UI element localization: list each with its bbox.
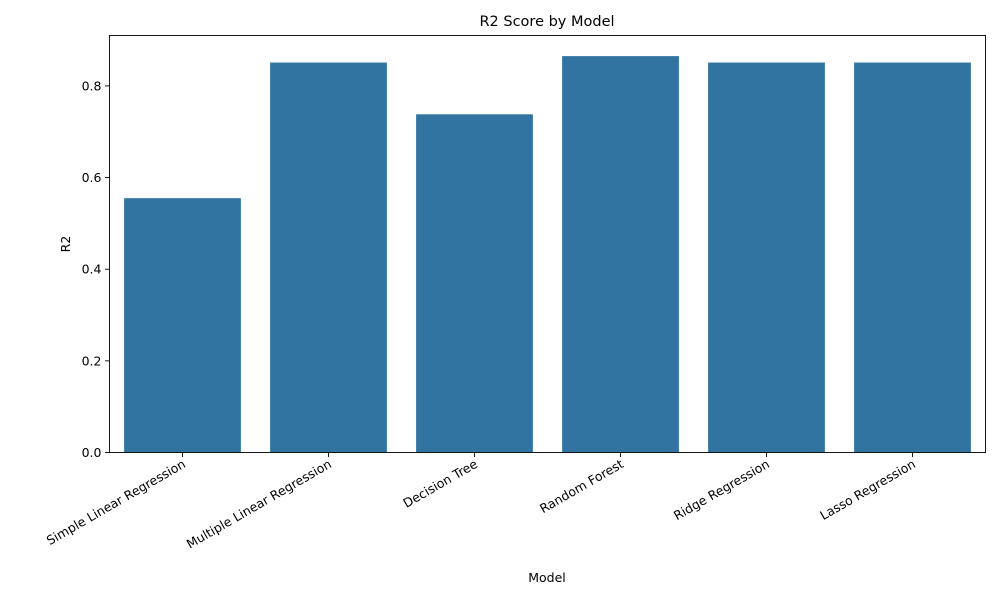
y-tick-label: 0.0 xyxy=(82,445,102,460)
bar xyxy=(562,56,679,453)
y-axis-label: R2 xyxy=(58,236,73,253)
y-tick-label: 0.6 xyxy=(82,170,102,185)
y-axis: 0.0 0.2 0.4 0.6 0.8 xyxy=(82,78,110,460)
y-tick-label: 0.8 xyxy=(82,78,102,93)
bars-group xyxy=(124,56,971,453)
bar xyxy=(124,198,241,453)
y-tick-label: 0.2 xyxy=(82,353,102,368)
chart-title: R2 Score by Model xyxy=(479,14,614,30)
plot-frame xyxy=(109,35,986,453)
bar xyxy=(416,114,533,453)
bar xyxy=(270,62,387,453)
bar xyxy=(708,62,825,453)
x-axis-label: Model xyxy=(528,570,566,585)
y-tick-label: 0.4 xyxy=(82,262,102,277)
bar xyxy=(854,62,971,453)
